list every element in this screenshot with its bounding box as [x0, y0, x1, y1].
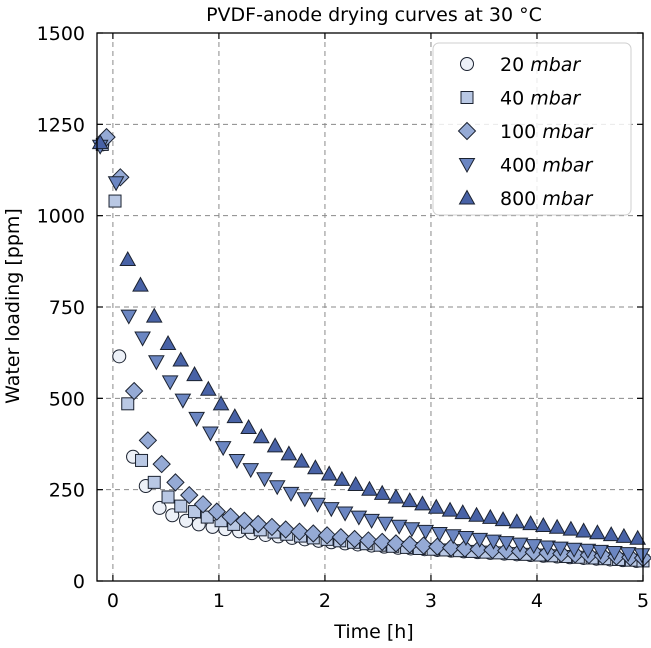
data-point-400-mbar: [324, 503, 339, 517]
data-point-400-mbar: [270, 481, 285, 495]
y-tick-label: 250: [49, 480, 85, 502]
legend-marker-20: [461, 58, 474, 71]
legend-label-20: 20 mbar: [500, 54, 581, 76]
x-tick-label: 3: [425, 590, 437, 612]
data-point-40-mbar: [175, 500, 187, 512]
data-point-800-mbar: [201, 382, 216, 396]
data-point-400-mbar: [392, 520, 407, 534]
data-point-400-mbar: [404, 523, 419, 537]
data-point-400-mbar: [257, 473, 272, 487]
data-point-20-mbar: [113, 350, 126, 363]
legend-label-100: 100 mbar: [500, 121, 594, 143]
data-point-40-mbar: [122, 398, 134, 410]
data-point-800-mbar: [281, 446, 296, 460]
data-point-800-mbar: [616, 529, 631, 543]
data-point-800-mbar: [576, 523, 591, 537]
data-point-800-mbar: [443, 503, 458, 516]
y-tick-label: 500: [49, 388, 85, 410]
data-point-800-mbar: [268, 438, 283, 452]
data-point-100-mbar: [126, 383, 143, 400]
data-point-800-mbar: [241, 420, 256, 434]
legend-label-400: 400 mbar: [500, 155, 594, 177]
y-tick-label: 1500: [37, 23, 85, 45]
data-point-800-mbar: [294, 454, 309, 468]
x-tick-label: 5: [637, 590, 649, 612]
y-axis-label: Water loading [ppm]: [2, 208, 24, 404]
data-point-400-mbar: [203, 427, 218, 441]
data-point-400-mbar: [351, 511, 366, 524]
x-tick-label: 0: [107, 590, 119, 612]
data-point-800-mbar: [523, 516, 538, 530]
data-point-800-mbar: [415, 496, 430, 510]
y-tick-label: 750: [49, 297, 85, 319]
data-point-400-mbar: [189, 412, 204, 426]
legend-label-800: 800 mbar: [500, 188, 594, 210]
data-point-400-mbar: [310, 498, 325, 512]
data-point-800-mbar: [308, 460, 323, 474]
data-point-800-mbar: [173, 352, 188, 366]
data-point-400-mbar: [243, 464, 258, 478]
data-point-800-mbar: [161, 336, 176, 350]
data-point-400-mbar: [378, 517, 393, 531]
data-point-800-mbar: [550, 520, 565, 534]
data-point-400-mbar: [432, 528, 447, 542]
data-point-800-mbar: [483, 510, 498, 524]
data-point-800-mbar: [362, 482, 377, 496]
data-point-100-mbar: [153, 456, 170, 473]
data-point-100-mbar: [139, 432, 156, 449]
chart-title: PVDF-anode drying curves at 30 °C: [206, 4, 542, 26]
legend: 20 mbar 40 mbar 100 mbar 400 mbar 800 mbar: [433, 43, 631, 215]
data-point-400-mbar: [175, 394, 190, 408]
data-point-800-mbar: [187, 367, 202, 381]
data-point-400-mbar: [121, 310, 136, 324]
data-point-800-mbar: [402, 493, 417, 507]
data-point-800-mbar: [147, 309, 162, 323]
data-point-800-mbar: [509, 514, 524, 528]
data-point-800-mbar: [322, 466, 337, 480]
data-point-800-mbar: [334, 472, 349, 486]
data-point-400-mbar: [163, 376, 178, 390]
x-tick-label: 4: [531, 590, 543, 612]
legend-marker-40: [461, 92, 473, 104]
data-point-40-mbar: [148, 476, 160, 488]
data-point-800-mbar: [254, 429, 269, 443]
data-point-800-mbar: [469, 508, 484, 522]
data-point-800-mbar: [348, 477, 363, 491]
data-point-100-mbar: [167, 474, 184, 491]
data-point-400-mbar: [297, 493, 312, 507]
data-point-400-mbar: [284, 487, 299, 501]
data-point-800-mbar: [496, 512, 511, 526]
y-tick-label: 1250: [37, 114, 85, 136]
data-point-400-mbar: [216, 442, 231, 456]
data-point-40-mbar: [109, 195, 121, 207]
data-point-40-mbar: [136, 454, 148, 466]
data-point-800-mbar: [388, 489, 403, 503]
data-point-800-mbar: [604, 527, 619, 541]
data-point-40-mbar: [162, 491, 174, 503]
data-point-800-mbar: [227, 409, 242, 423]
data-point-800-mbar: [536, 518, 551, 532]
y-tick-label: 1000: [37, 206, 85, 228]
data-point-400-mbar: [149, 356, 164, 370]
data-point-800-mbar: [120, 252, 135, 265]
x-tick-label: 1: [213, 590, 225, 612]
data-point-400-mbar: [364, 514, 379, 528]
data-point-800-mbar: [133, 278, 148, 292]
data-point-800-mbar: [563, 522, 578, 536]
data-point-400-mbar: [135, 332, 150, 346]
legend-label-40: 40 mbar: [500, 88, 581, 110]
x-tick-label: 2: [319, 590, 331, 612]
data-point-800-mbar: [375, 486, 390, 500]
x-axis-label: Time [h]: [333, 621, 413, 643]
y-tick-label: 0: [73, 571, 85, 593]
data-point-400-mbar: [229, 454, 244, 468]
data-point-400-mbar: [338, 507, 353, 520]
data-point-400-mbar: [458, 532, 473, 546]
data-point-800-mbar: [590, 525, 605, 539]
data-point-800-mbar: [455, 505, 470, 519]
